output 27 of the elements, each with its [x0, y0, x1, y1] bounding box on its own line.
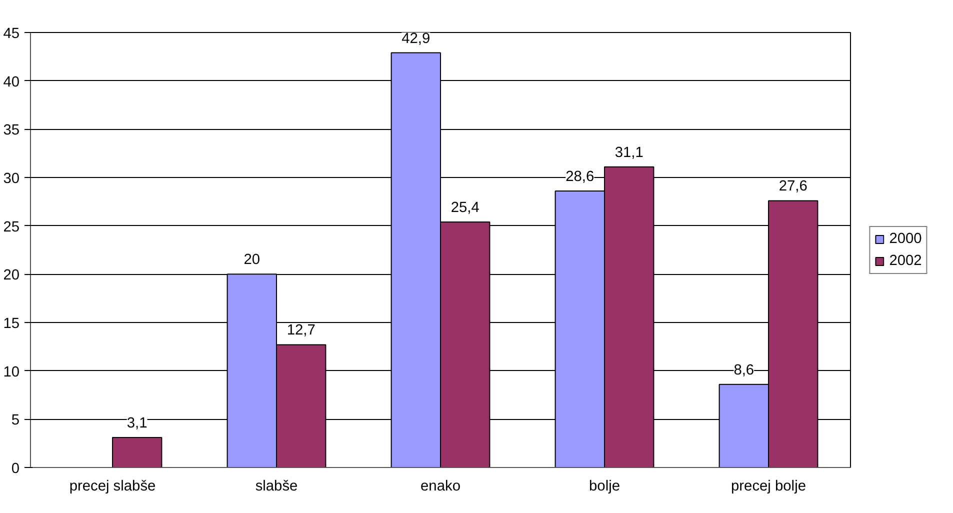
y-tick-label: 10	[3, 364, 20, 380]
data-label: 20	[244, 252, 260, 268]
data-label: 42,9	[402, 30, 430, 47]
legend-label: 2002	[889, 252, 922, 268]
x-tick-label: precej bolje	[731, 478, 806, 494]
x-tick-label: bolje	[589, 478, 620, 494]
y-tick-label: 45	[3, 26, 20, 42]
data-label: 3,1	[126, 416, 148, 432]
data-label: 8,6	[734, 362, 754, 378]
x-tick-label: enako	[420, 478, 460, 494]
x-tick-label: slabše	[255, 478, 298, 494]
y-tick-label: 20	[3, 268, 20, 284]
data-label: 25,4	[450, 200, 480, 216]
bar	[112, 437, 162, 468]
data-label: 27,6	[778, 178, 808, 195]
y-tick-label: 25	[3, 219, 20, 236]
x-tick-label: precej slabše	[69, 478, 156, 494]
y-tick-label: 15	[3, 316, 20, 332]
y-tick-label: 30	[3, 171, 20, 187]
legend-label: 2000	[889, 230, 922, 246]
data-label: 28,6	[566, 169, 594, 186]
data-label: 12,7	[286, 322, 316, 339]
y-tick-label: 35	[3, 122, 20, 139]
y-tick-label: 40	[3, 74, 20, 90]
y-tick-label: 5	[11, 412, 20, 429]
data-label: 31,1	[614, 144, 644, 161]
y-tick-label: 0	[11, 461, 20, 477]
